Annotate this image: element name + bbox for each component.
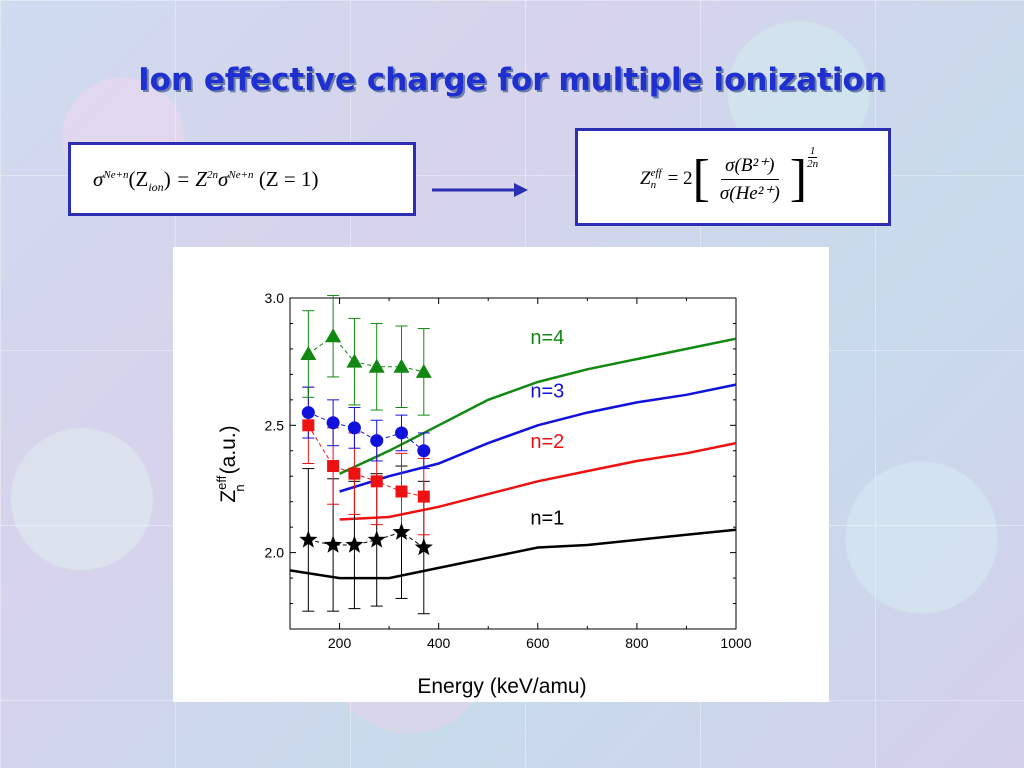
effective-charge-formula: Z eff n = 2 [ σ(B²⁺) σ(He²⁺) ] 1 2n [575, 128, 891, 226]
formula1-superscript2: Ne+n [228, 169, 254, 181]
label-n=3: n=3 [530, 380, 564, 402]
marker-n=4 [393, 358, 410, 373]
marker-n=4 [300, 346, 317, 361]
label-n=1: n=1 [530, 508, 564, 530]
effective-charge-chart: 200 400 600 800 1000 2.0 2.5 3.0 n=4 n=3 n=2 n=1 E… [214, 290, 752, 698]
slide-title: Ion effective charge for multiple ioniza… [138, 62, 886, 98]
formula2-exp-den: 2n [807, 157, 819, 170]
marker-n=1 [345, 535, 364, 553]
curve-n=2 [339, 441, 737, 521]
formula2-exp-num: 1 [807, 144, 818, 158]
marker-n=1 [392, 522, 411, 540]
formula2-n: n [650, 179, 657, 191]
marker-n=3 [347, 421, 361, 435]
y-axis-label-unit: (a.u.) [217, 425, 240, 474]
marker-n=1 [299, 530, 318, 548]
marker-n=3 [417, 444, 431, 458]
y-axis-label-sub: n [232, 484, 247, 491]
label-n=2: n=2 [530, 431, 564, 453]
x-tick-label: 800 [625, 635, 649, 651]
formula2-numerator: σ(B²⁺) [721, 154, 779, 180]
formula2-exponent: 1 2n [807, 145, 818, 170]
formula2-denominator: σ(He²⁺) [719, 182, 780, 204]
x-tick-label: 200 [328, 635, 352, 651]
left-bracket-icon: [ [692, 150, 710, 207]
formula2-eff: eff [650, 166, 662, 179]
formula2-fraction: σ(B²⁺) σ(He²⁺) [716, 154, 784, 205]
formula1-sigma: σ [93, 167, 104, 191]
formula1-ion-subscript: ion [148, 180, 164, 195]
annotation-layer: n=4 n=3 n=2 n=1 [530, 327, 564, 530]
formula2-z: Z [640, 168, 651, 189]
marker-n=2 [417, 490, 430, 503]
marker-n=2 [370, 475, 383, 488]
y-axis-label: Zeff n (a.u.) [214, 425, 247, 502]
marker-n=2 [302, 419, 315, 432]
curve-layer [289, 337, 737, 580]
marker-n=4 [368, 358, 385, 373]
formula1-superscript: Ne+n [103, 169, 129, 181]
marker-n=3 [301, 406, 315, 420]
y-axis-label-z: Z [217, 490, 240, 503]
y-axis-label-sup: eff [214, 475, 229, 490]
marker-n=3 [326, 416, 340, 430]
y-tick-label: 2.5 [265, 417, 285, 433]
formula1-close: ) [163, 167, 171, 191]
marker-n=4 [415, 363, 432, 378]
x-axis-label: Energy (keV/amu) [417, 675, 586, 698]
marker-n=1 [367, 530, 386, 548]
formula1-open: (Z [128, 167, 149, 191]
right-arrow-icon [432, 183, 528, 197]
x-tick-label: 1000 [720, 635, 751, 651]
curve-n=4 [339, 337, 737, 475]
marker-n=3 [370, 434, 384, 448]
connector-n=1 [308, 531, 425, 548]
marker-n=4 [346, 353, 363, 368]
marker-n=2 [327, 460, 340, 473]
curve-n=1 [289, 528, 737, 580]
y-tick-label: 3.0 [265, 290, 285, 306]
marker-n=1 [414, 538, 433, 556]
formula1-power: 2n [207, 169, 219, 181]
label-n=4: n=4 [530, 327, 564, 349]
formula1-sigma2: σ [218, 167, 229, 191]
cross-section-scaling-formula: σNe+n(Zion) = Z2nσNe+n (Z = 1) [68, 142, 416, 216]
x-tick-label: 400 [427, 635, 451, 651]
y-tick-label: 2.0 [265, 545, 285, 561]
chart-panel: 200 400 600 800 1000 2.0 2.5 3.0 n=4 n=3 n=2 n=1 E… [173, 247, 829, 702]
curve-n=3 [339, 383, 737, 493]
formula2-equals: = 2 [667, 168, 693, 189]
marker-n=4 [325, 328, 342, 343]
right-bracket-icon: ] [789, 150, 808, 207]
marker-n=3 [395, 426, 408, 440]
tick-layer: 200 400 600 800 1000 2.0 2.5 3.0 [265, 290, 752, 651]
marker-n=1 [324, 535, 343, 553]
marker-n=2 [395, 485, 408, 498]
errorbar-layer [302, 294, 430, 615]
plot-frame [289, 297, 737, 630]
formula1-condition: (Z = 1) [253, 167, 319, 191]
marker-layer [299, 328, 433, 556]
marker-n=2 [348, 467, 361, 480]
formula1-equals: = Z [170, 167, 208, 191]
x-tick-label: 600 [526, 635, 550, 651]
